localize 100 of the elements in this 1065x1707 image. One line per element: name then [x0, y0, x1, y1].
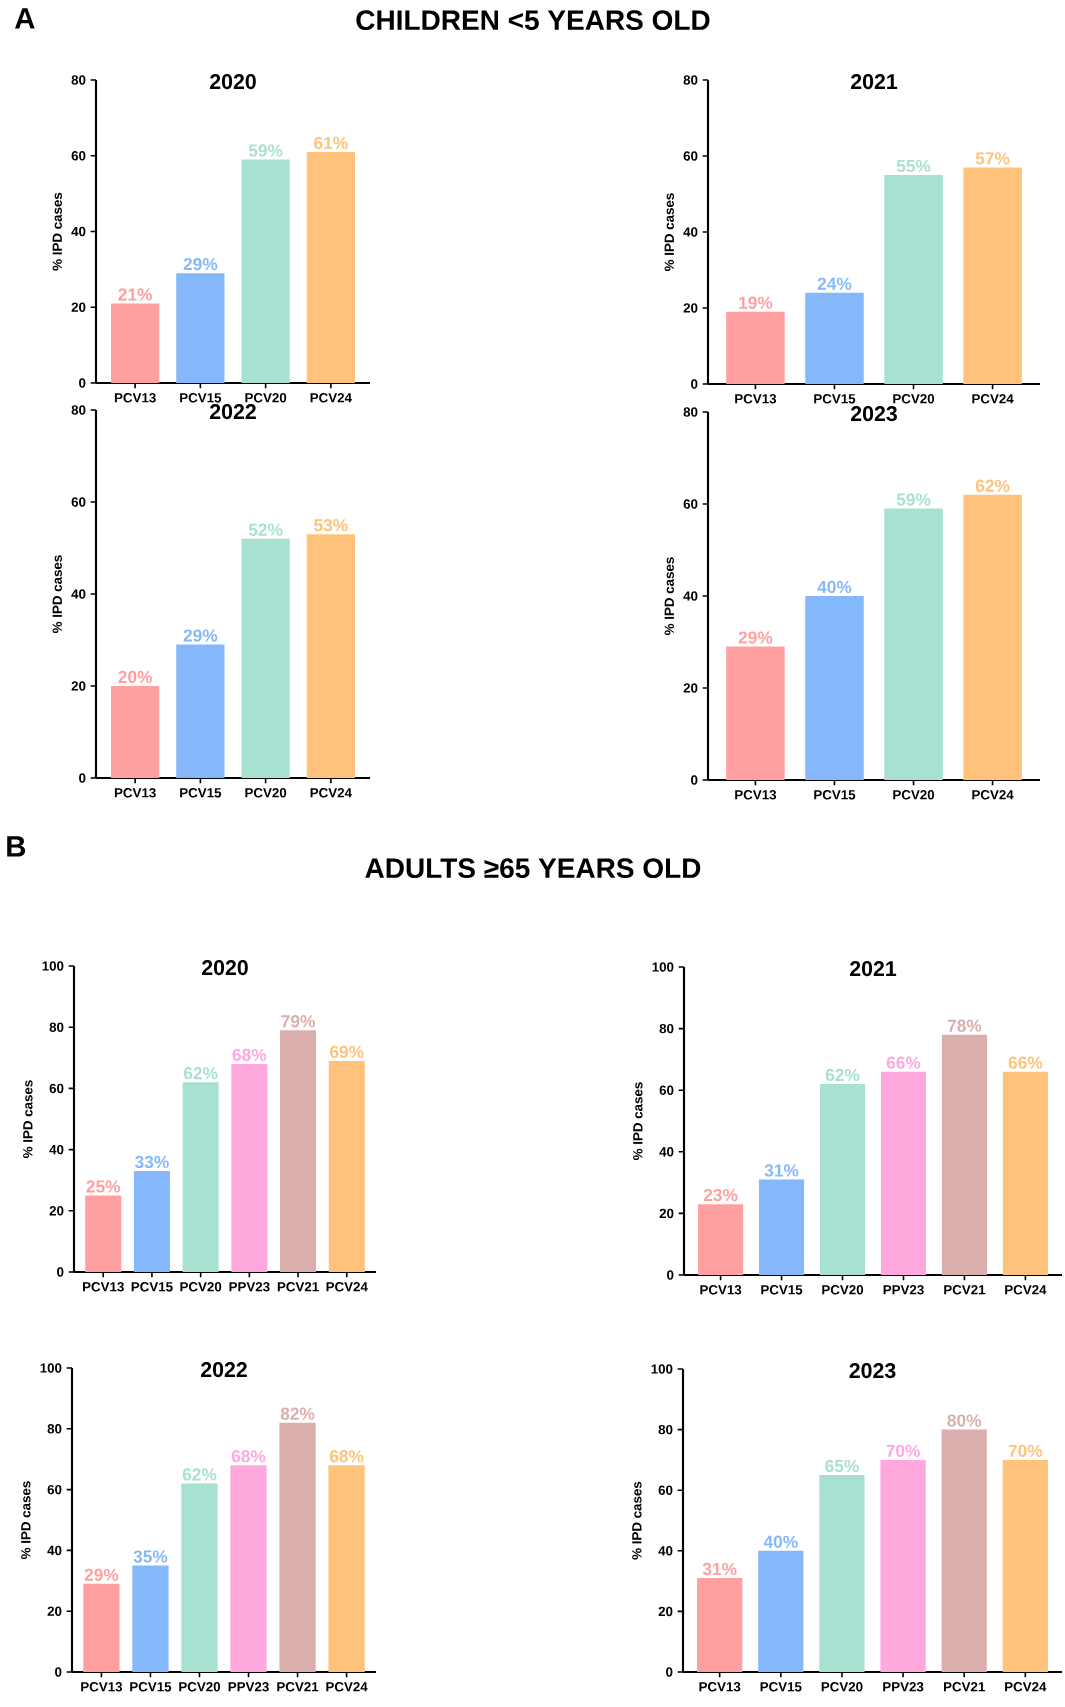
y-axis-title: % IPD cases	[633, 1082, 643, 1160]
x-tick-label: PCV20	[180, 1282, 222, 1292]
y-tick-label: 0	[57, 1267, 64, 1277]
data-label: 25%	[86, 1180, 121, 1193]
y-tick-label: 60	[683, 151, 698, 161]
x-tick-label: PCV13	[114, 393, 156, 403]
bar	[697, 1578, 743, 1673]
bar	[306, 534, 355, 779]
bar	[306, 151, 355, 384]
y-tick-label: 40	[683, 591, 698, 601]
data-label: 79%	[281, 1015, 315, 1028]
bar	[884, 508, 943, 781]
bar	[963, 494, 1022, 781]
y-tick-label: 0	[79, 773, 86, 783]
data-label: 33%	[134, 1155, 169, 1169]
bar	[941, 1034, 988, 1276]
x-tick-label: PCV21	[277, 1682, 319, 1692]
y-axis-title: % IPD cases	[664, 557, 674, 635]
bar	[181, 1483, 218, 1673]
x-tick-label: PCV15	[131, 1282, 173, 1292]
bar	[963, 167, 1022, 385]
bar	[884, 175, 943, 385]
y-tick-label: 100	[652, 962, 674, 972]
y-tick-label: 20	[659, 1208, 674, 1219]
y-tick-label: 40	[47, 1545, 62, 1556]
data-label: 70%	[886, 1444, 920, 1457]
chart-title: 2023	[849, 1363, 896, 1379]
y-tick-label: 20	[47, 1606, 62, 1616]
data-label: 78%	[947, 1019, 982, 1032]
y-tick-label: 60	[659, 1085, 674, 1095]
x-tick-label: PCV15	[180, 788, 222, 798]
data-label: 68%	[232, 1048, 267, 1061]
x-tick-label: PCV15	[180, 393, 222, 403]
x-tick-label: PCV24	[326, 1282, 368, 1292]
bar	[280, 1030, 317, 1273]
x-tick-label: PCV20	[893, 790, 935, 800]
x-tick-label: PCV13	[700, 1285, 742, 1295]
x-tick-label: PCV20	[179, 1682, 221, 1692]
text: A	[15, 8, 35, 29]
y-tick-label: 0	[666, 1667, 673, 1677]
x-tick-label: PCV15	[130, 1682, 172, 1692]
bar	[328, 1060, 365, 1273]
bar	[176, 644, 225, 779]
data-label: 66%	[1008, 1056, 1043, 1069]
data-label: 68%	[329, 1450, 364, 1463]
bar	[182, 1082, 219, 1273]
y-tick-label: 40	[71, 226, 86, 237]
bar	[1002, 1071, 1048, 1276]
text: ADULTS ≥65 YEARS OLD	[365, 858, 701, 879]
text: CHILDREN <5 YEARS OLD	[356, 10, 710, 31]
x-tick-label: PPV23	[883, 1682, 924, 1692]
bar	[111, 686, 160, 779]
y-axis-title: % IPD cases	[632, 1481, 642, 1560]
chart-title: 2023	[851, 406, 897, 422]
data-label: 68%	[231, 1450, 266, 1463]
y-tick-label: 80	[47, 1424, 62, 1434]
bar	[230, 1465, 267, 1673]
y-tick-label: 80	[71, 405, 86, 415]
y-tick-label: 20	[49, 1206, 64, 1216]
y-tick-label: 0	[55, 1667, 62, 1677]
data-label: 53%	[314, 518, 348, 532]
x-tick-label: PCV21	[943, 1682, 985, 1692]
y-tick-label: 80	[49, 1022, 64, 1032]
y-tick-label: 40	[659, 1147, 674, 1157]
data-label: 23%	[703, 1188, 738, 1202]
y-tick-label: 20	[683, 303, 698, 313]
y-tick-label: 60	[683, 499, 698, 509]
chart-title: 2021	[851, 74, 898, 90]
x-tick-label: PCV13	[699, 1682, 741, 1692]
x-tick-label: PCV24	[1005, 1285, 1047, 1295]
chart-title: 2020	[202, 960, 248, 976]
bar	[83, 1583, 120, 1673]
data-label: 52%	[248, 523, 283, 536]
chart-title: 2021	[850, 961, 897, 977]
data-label: 62%	[183, 1067, 218, 1080]
y-tick-label: 0	[667, 1270, 674, 1280]
y-tick-label: 40	[658, 1546, 673, 1556]
x-tick-label: PCV20	[245, 393, 287, 403]
x-tick-label: PCV13	[735, 790, 777, 800]
bar	[880, 1071, 927, 1276]
x-tick-label: PCV15	[761, 1285, 803, 1295]
bar	[132, 1565, 169, 1673]
data-label: 55%	[896, 159, 931, 173]
bar	[111, 303, 160, 384]
data-label: 29%	[738, 631, 773, 644]
x-tick-label: PPV23	[228, 1682, 269, 1692]
data-label: 62%	[975, 479, 1010, 492]
bar	[726, 311, 785, 385]
y-tick-label: 60	[49, 1083, 64, 1094]
y-tick-label: 80	[658, 1424, 673, 1435]
x-tick-label: PCV13	[114, 788, 156, 798]
bar	[241, 538, 290, 779]
data-label: 29%	[183, 629, 218, 642]
data-label: 65%	[825, 1459, 859, 1473]
data-label: 66%	[886, 1056, 921, 1069]
bar	[241, 159, 290, 384]
x-tick-label: PCV24	[310, 393, 352, 403]
bar	[805, 596, 864, 781]
bar	[819, 1475, 865, 1673]
bar	[941, 1429, 987, 1673]
